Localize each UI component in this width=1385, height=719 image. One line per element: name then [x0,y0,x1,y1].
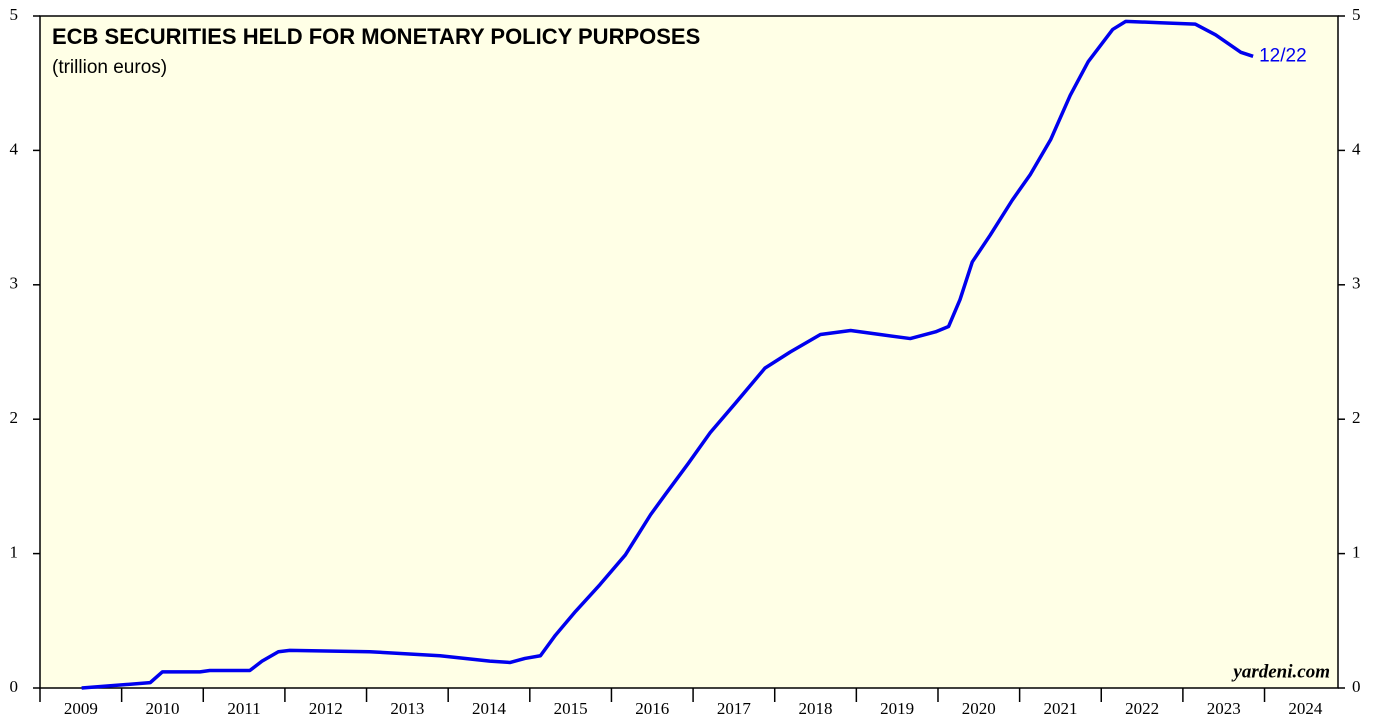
x-tick-label: 2018 [799,699,833,718]
y2-tick-label: 4 [1352,139,1361,158]
y2-tick-label: 2 [1352,408,1361,427]
y-tick-label: 5 [10,5,19,24]
line [81,19,1254,690]
y2-tick-label: 0 [1352,677,1361,696]
end-label: 12/22 [1259,45,1307,66]
x-tick-label: 2019 [880,699,914,718]
x-tick-label: 2009 [64,699,98,718]
y2-tick-label: 1 [1352,543,1361,562]
y-tick-label: 0 [10,677,19,696]
x-tick-label: 2010 [145,699,179,718]
x-tick-label: 2015 [554,699,588,718]
x-tick-label: 2013 [390,699,424,718]
x-tick-label: 2022 [1125,699,1159,718]
x-tick-label: 2023 [1207,699,1241,718]
source: yardeni.com [1231,661,1330,682]
x-tick-label: 2024 [1288,699,1323,718]
plot-area [39,15,1339,689]
x-tick-label: 2016 [635,699,669,718]
y2-tick-label: 3 [1352,274,1361,293]
chart-subtitle: (trillion euros) [52,57,167,78]
x-tick-label: 2020 [962,699,996,718]
x-tick-label: 2011 [227,699,260,718]
y-tick-label: 2 [10,408,19,427]
y-tick-label: 4 [10,139,19,158]
y2-tick-label: 5 [1352,5,1361,24]
y-tick-label: 3 [10,274,19,293]
chart-title: ECB SECURITIES HELD FOR MONETARY POLICY … [52,24,700,49]
x-tick-label: 2014 [472,699,507,718]
x-tick-label: 2017 [717,699,752,718]
x-tick-label: 2021 [1043,699,1077,718]
y-tick-label: 1 [10,543,19,562]
x-tick-label: 2012 [309,699,343,718]
